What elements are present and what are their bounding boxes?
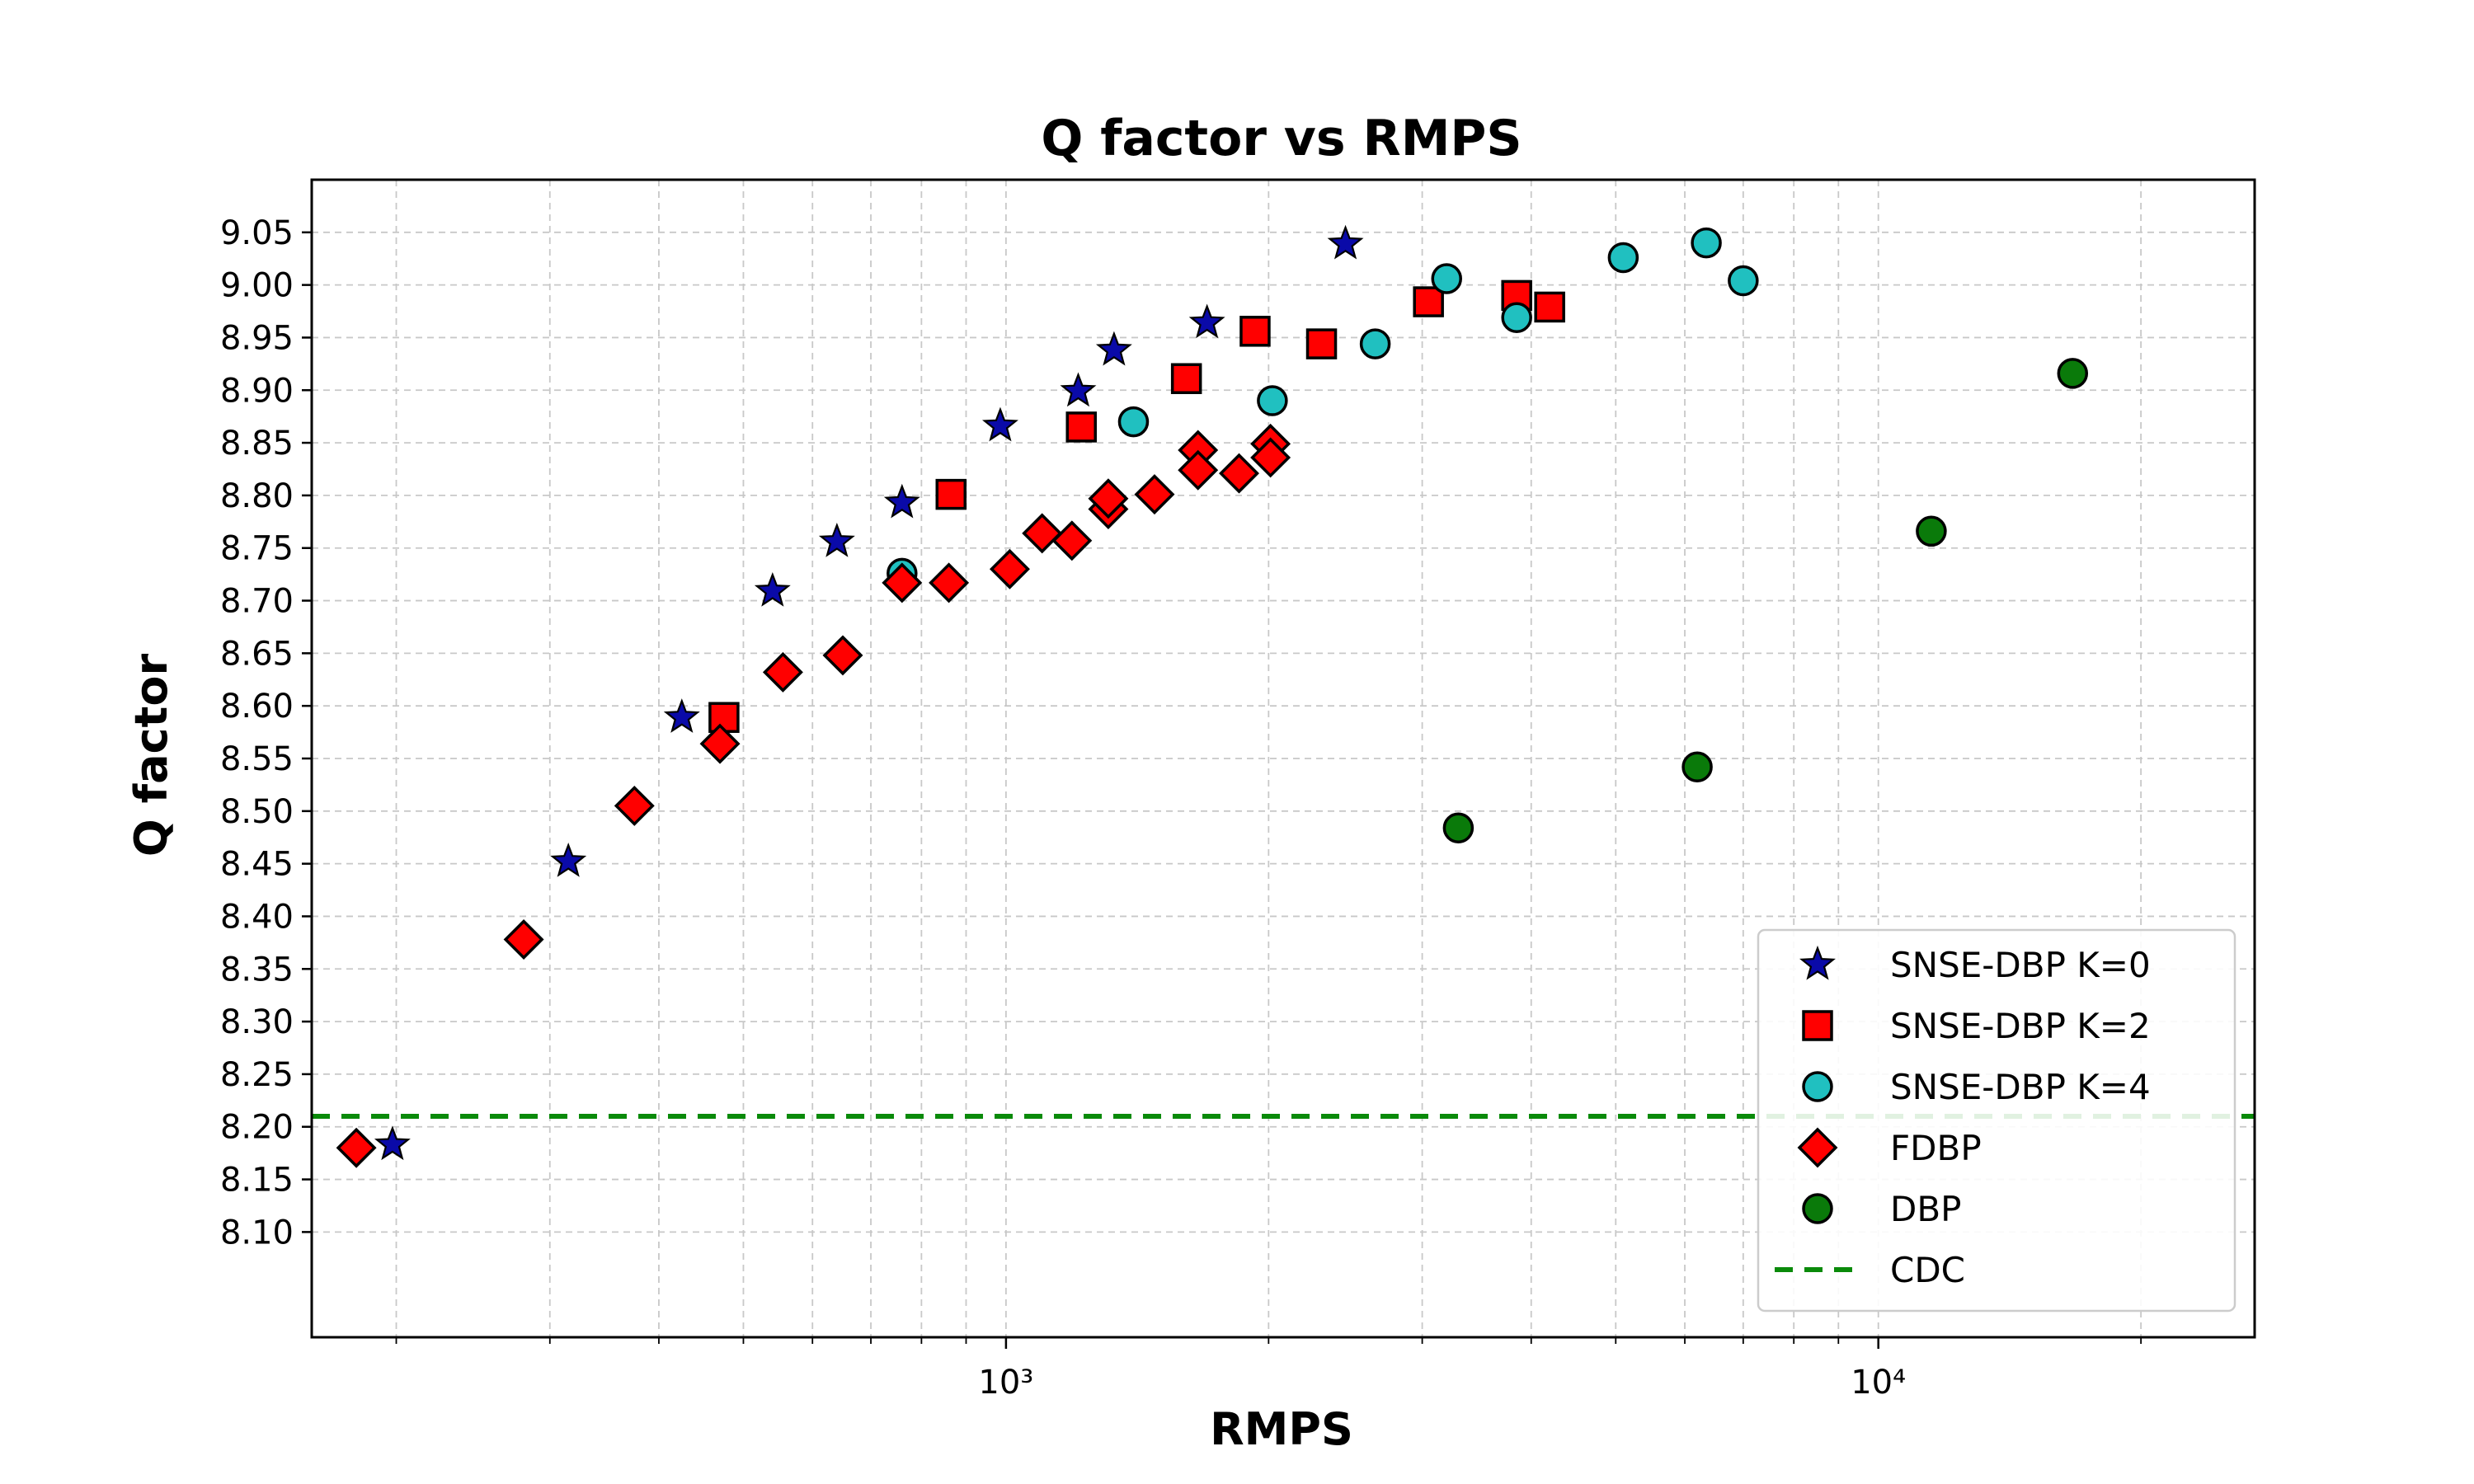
y-tick-label: 8.65 — [220, 635, 294, 673]
legend-snse-dbp-k-4-swatch — [1802, 1071, 1833, 1102]
y-tick-label: 9.05 — [220, 214, 294, 252]
legend-snse-dbp-k-2-swatch — [1802, 1010, 1833, 1041]
snse-dbp-k-0-point — [1188, 303, 1225, 339]
snse-dbp-k-4-point — [1691, 227, 1722, 259]
fdbp-series — [336, 423, 1291, 1168]
fdbp-point — [1250, 437, 1291, 478]
fdbp-point — [882, 562, 923, 603]
fdbp-point — [1022, 513, 1063, 554]
snse-dbp-k-0-point — [663, 698, 700, 733]
snse-dbp-k-2-point — [708, 702, 740, 733]
y-axis-label: Q factor — [125, 654, 177, 857]
snse-dbp-k-4-point — [1257, 385, 1288, 416]
snse-dbp-k-2-point — [1534, 291, 1565, 323]
snse-dbp-k-4-point — [1359, 328, 1391, 359]
legend-fdbp-label: FDBP — [1890, 1128, 1982, 1168]
y-tick-label: 8.50 — [220, 793, 294, 831]
y-tick-label: 8.40 — [220, 898, 294, 936]
fdbp-point — [989, 548, 1030, 589]
x-tick-label: 10⁴ — [1851, 1364, 1906, 1402]
fdbp-point — [336, 1127, 377, 1168]
snse-dbp-k-4-point — [1728, 265, 1759, 297]
y-tick-label: 8.55 — [220, 740, 294, 778]
y-tick-label: 9.00 — [220, 267, 294, 305]
legend-snse-dbp-k-0-label: SNSE-DBP K=0 — [1890, 945, 2151, 985]
legend-dbp-label: DBP — [1890, 1189, 1961, 1229]
fdbp-point — [1178, 449, 1219, 491]
fdbp-point — [614, 785, 655, 826]
y-tick-label: 8.70 — [220, 583, 294, 621]
fdbp-point — [822, 635, 863, 676]
data-points — [336, 224, 2089, 1168]
snse-dbp-k-0-point — [1095, 331, 1132, 366]
legend-box — [1757, 928, 2236, 1313]
snse-dbp-k-0-point — [818, 522, 855, 557]
dbp-point — [1442, 812, 1475, 843]
snse-dbp-k-0-point — [883, 483, 920, 519]
fdbp-point — [503, 919, 544, 960]
chart-title: Q factor vs RMPS — [1041, 110, 1522, 167]
fdbp-point — [1051, 520, 1093, 561]
y-tick-label: 8.60 — [220, 688, 294, 726]
snse-dbp-k-4-point — [1607, 242, 1639, 274]
y-tick-label: 8.95 — [220, 319, 294, 357]
snse-dbp-k-4-point — [1431, 263, 1462, 294]
x-axis-label: RMPS — [1210, 1403, 1353, 1455]
fdbp-point — [1088, 478, 1129, 519]
snse-dbp-k-2-point — [1239, 316, 1271, 347]
legend-dbp-swatch — [1802, 1193, 1833, 1224]
legend-fdbp-swatch — [1797, 1127, 1838, 1168]
snse-dbp-k-2-point — [1170, 363, 1202, 394]
legend-snse-dbp-k-4-label: SNSE-DBP K=4 — [1890, 1067, 2151, 1107]
fdbp-point — [1134, 474, 1175, 515]
snse-dbp-k-0-point — [374, 1125, 411, 1161]
fdbp-point — [762, 651, 803, 693]
y-tick-label: 8.25 — [220, 1056, 294, 1094]
y-tick-label: 8.10 — [220, 1214, 294, 1252]
legend: SNSE-DBP K=0 SNSE-DBP K=2 SNSE-DBP K=4 FDBP… — [1757, 928, 2236, 1313]
axis-ticks: 8.10 8.15 8.20 8.25 8.30 8.35 8.40 8.45 8.50 8.55… — [220, 214, 2142, 1402]
fdbp-point — [699, 723, 741, 764]
snse-dbp-k-4-point — [1501, 302, 1532, 333]
dbp-point — [1681, 751, 1713, 782]
y-tick-label: 8.80 — [220, 477, 294, 515]
dbp-series — [1442, 358, 2089, 843]
snse-dbp-k-2-series — [708, 279, 1565, 733]
y-tick-label: 8.20 — [220, 1109, 294, 1147]
fdbp-point — [1219, 453, 1259, 494]
y-tick-label: 8.75 — [220, 530, 294, 568]
y-tick-label: 8.45 — [220, 846, 294, 884]
fdbp-point — [929, 562, 970, 603]
legend-snse-dbp-k-0-swatch — [1799, 945, 1836, 980]
snse-dbp-k-0-point — [550, 842, 587, 877]
snse-dbp-k-4-series — [887, 227, 1759, 589]
snse-dbp-k-2-point — [1065, 411, 1097, 443]
legend-snse-dbp-k-2-label: SNSE-DBP K=2 — [1890, 1006, 2151, 1046]
snse-dbp-k-0-point — [981, 406, 1018, 442]
snse-dbp-k-2-point — [1413, 286, 1444, 317]
y-tick-label: 8.90 — [220, 372, 294, 410]
snse-dbp-k-0-series — [374, 224, 1364, 1161]
y-tick-label: 8.35 — [220, 951, 294, 989]
snse-dbp-k-0-point — [1327, 224, 1364, 260]
y-tick-label: 8.15 — [220, 1162, 294, 1200]
y-tick-label: 8.85 — [220, 425, 294, 463]
snse-dbp-k-0-point — [1060, 372, 1097, 407]
snse-dbp-k-2-point — [935, 478, 967, 510]
y-tick-label: 8.30 — [220, 1003, 294, 1041]
snse-dbp-k-0-point — [754, 571, 791, 607]
x-tick-label: 10³ — [978, 1364, 1033, 1402]
dbp-point — [1916, 515, 1947, 547]
dbp-point — [2057, 358, 2089, 389]
legend-cdc-label: CDC — [1890, 1250, 1965, 1290]
snse-dbp-k-4-point — [1117, 406, 1150, 438]
snse-dbp-k-2-point — [1305, 328, 1338, 359]
